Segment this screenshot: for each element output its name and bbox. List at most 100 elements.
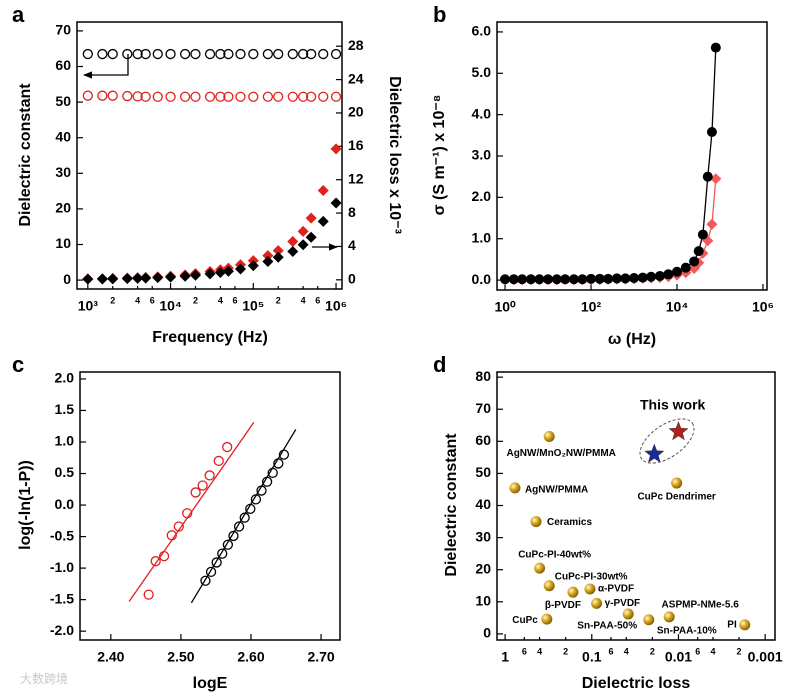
data-point bbox=[234, 263, 246, 275]
data-point bbox=[223, 91, 234, 102]
x-tick-label: 4 bbox=[537, 646, 542, 656]
x-tick-label: 4 bbox=[710, 646, 715, 656]
data-point bbox=[165, 91, 176, 102]
y-axis-label: Dielectric constant bbox=[443, 433, 460, 577]
data-point bbox=[233, 521, 245, 532]
data-point bbox=[97, 90, 108, 101]
data-point bbox=[140, 48, 151, 60]
data-point bbox=[287, 245, 299, 257]
y-tick-label: 0.0 bbox=[55, 496, 75, 512]
panel-letter: d bbox=[433, 352, 446, 377]
data-point bbox=[530, 516, 542, 528]
data-point bbox=[317, 185, 329, 197]
x-tick-label: 2 bbox=[650, 646, 655, 656]
data-point bbox=[560, 274, 571, 285]
data-point bbox=[217, 548, 228, 559]
watermark: 大数跨境 bbox=[20, 671, 68, 686]
data-point bbox=[82, 273, 94, 285]
point-label: Sn-PAA-10% bbox=[657, 625, 717, 636]
data-point bbox=[152, 91, 163, 102]
x-tick-label: 10³ bbox=[78, 298, 99, 314]
data-point bbox=[706, 218, 718, 230]
data-point bbox=[297, 225, 309, 237]
data-point bbox=[710, 173, 722, 185]
data-point bbox=[541, 613, 553, 625]
x-tick-label: 4 bbox=[135, 295, 140, 305]
data-point bbox=[305, 212, 317, 224]
data-point bbox=[204, 268, 216, 280]
x-tick-label: 6 bbox=[232, 295, 237, 305]
x-tick-label: 2 bbox=[276, 295, 281, 305]
panel-letter: b bbox=[433, 2, 446, 27]
y-axis-label: log(-ln(1-P)) bbox=[17, 460, 34, 550]
x-tick-label: 10⁴ bbox=[666, 299, 689, 315]
data-point bbox=[190, 487, 201, 498]
x-tick-label: 4 bbox=[624, 646, 629, 656]
data-point bbox=[262, 255, 274, 267]
arrow-left-axis bbox=[83, 54, 129, 79]
data-point bbox=[620, 273, 631, 284]
point-label: ASPMP-NMe-5.6 bbox=[662, 600, 740, 611]
annotation: This work bbox=[640, 397, 706, 413]
data-point bbox=[204, 470, 215, 481]
data-point bbox=[591, 597, 603, 609]
y2-tick-label: 28 bbox=[348, 37, 364, 53]
y-tick-label: 70 bbox=[475, 400, 491, 416]
data-point bbox=[543, 580, 555, 592]
plot-frame bbox=[79, 371, 341, 641]
data-point bbox=[318, 91, 329, 102]
data-point bbox=[215, 48, 226, 60]
x-tick-label: 6 bbox=[150, 295, 155, 305]
x-tick-label: 0.1 bbox=[582, 649, 602, 665]
x-axis-label: logE bbox=[193, 675, 228, 692]
data-point bbox=[165, 271, 177, 283]
data-point bbox=[317, 215, 329, 227]
y-tick-label: 6.0 bbox=[472, 23, 492, 39]
y-tick-label: 30 bbox=[475, 528, 491, 544]
y-tick-label: 30 bbox=[55, 164, 71, 180]
y-tick-label: 60 bbox=[475, 432, 491, 448]
data-point bbox=[150, 556, 161, 567]
data-point bbox=[637, 272, 648, 283]
data-point bbox=[305, 231, 317, 243]
x-tick-label: 2.60 bbox=[237, 649, 264, 665]
data-point bbox=[297, 91, 309, 102]
data-point bbox=[235, 91, 246, 102]
data-point bbox=[96, 273, 108, 285]
data-point bbox=[330, 91, 342, 102]
y2-tick-label: 20 bbox=[348, 104, 364, 120]
x-tick-label: 4 bbox=[301, 295, 306, 305]
data-point bbox=[330, 143, 342, 155]
x-tick-label: 0.01 bbox=[665, 649, 692, 665]
data-point bbox=[525, 274, 536, 285]
data-point bbox=[543, 431, 555, 443]
plot-frame bbox=[76, 21, 343, 290]
data-point bbox=[543, 274, 554, 285]
y2-tick-label: 8 bbox=[348, 204, 356, 220]
y2-axis-label: Dielectric loss x 10⁻³ bbox=[386, 76, 403, 234]
x-tick-label: 2.50 bbox=[167, 649, 194, 665]
x-tick-label: 2 bbox=[193, 295, 198, 305]
y2-tick-label: 24 bbox=[348, 70, 364, 86]
data-point bbox=[297, 48, 309, 60]
data-point bbox=[152, 48, 163, 60]
point-label: CuPc bbox=[512, 615, 538, 626]
x-tick-label: 2 bbox=[110, 295, 115, 305]
panel-letter: c bbox=[12, 352, 24, 377]
data-point bbox=[262, 48, 274, 60]
point-label: α-PVDF bbox=[598, 584, 634, 595]
data-point bbox=[287, 235, 299, 247]
x-tick-label: 6 bbox=[695, 646, 700, 656]
data-point bbox=[140, 272, 152, 284]
y2-tick-label: 12 bbox=[348, 170, 364, 186]
y-tick-label: 10 bbox=[475, 593, 491, 609]
y-tick-label: 40 bbox=[475, 496, 491, 512]
point-label: PI bbox=[727, 620, 737, 631]
point-label: Sn-PAA-50% bbox=[577, 621, 637, 632]
data-point bbox=[551, 274, 562, 285]
point-label: CuPc-PI-30wt% bbox=[555, 571, 628, 582]
data-point bbox=[500, 274, 511, 285]
y-tick-label: -0.5 bbox=[50, 527, 74, 543]
data-point bbox=[693, 246, 704, 257]
